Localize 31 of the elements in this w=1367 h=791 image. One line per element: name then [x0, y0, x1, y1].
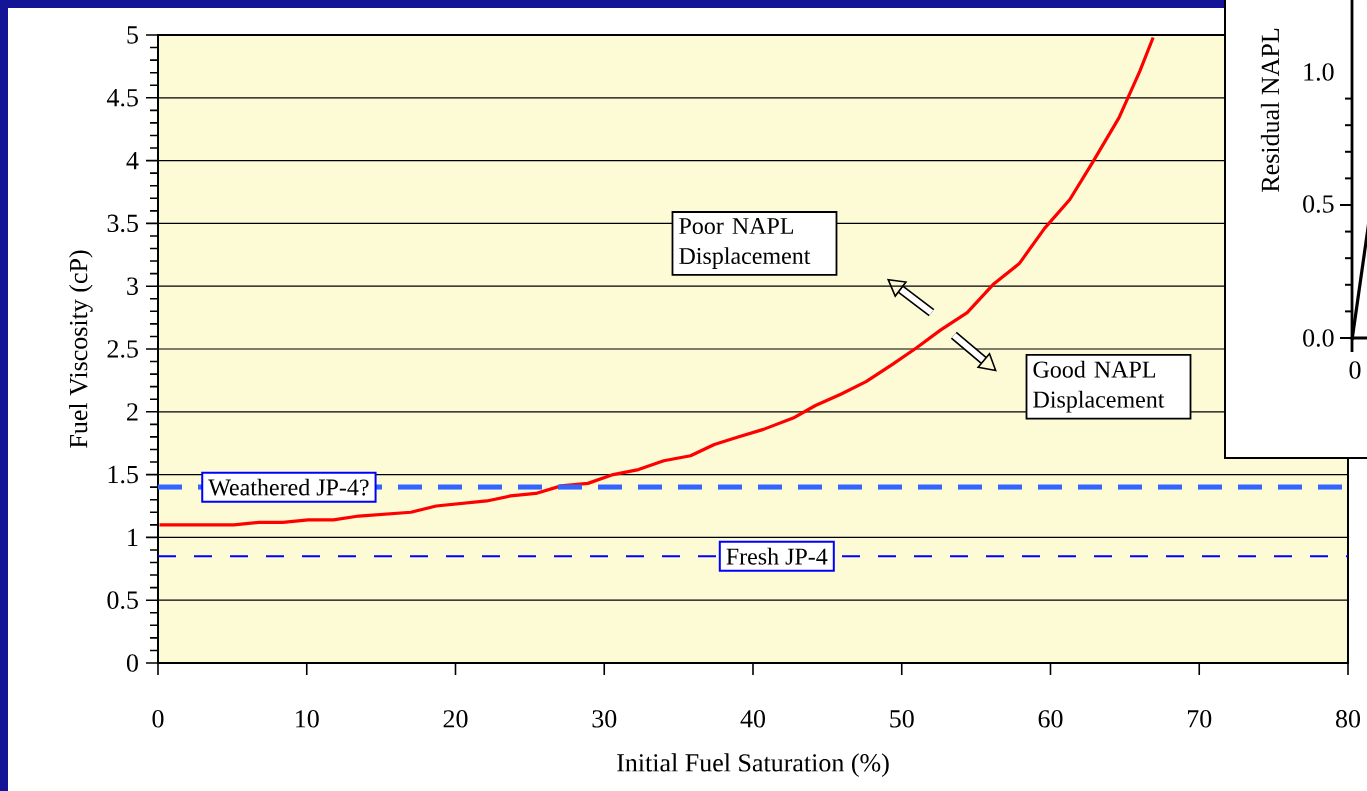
y-tick-label: 1.5 — [108, 465, 138, 484]
y-tick-label: 4 — [126, 152, 139, 170]
annotation: 0.0 — [1303, 329, 1334, 347]
x-tick-label: 0 — [152, 710, 164, 728]
ref-line-label: Fresh JP-4 — [726, 547, 828, 565]
x-tick-label: 50 — [890, 710, 914, 728]
y-tick-label: 2 — [127, 403, 138, 421]
y-tick-label: 3.5 — [107, 214, 138, 233]
y-tick-label: 2.5 — [107, 340, 138, 358]
x-tick-label: 20 — [443, 710, 468, 728]
x-tick-label: 10 — [296, 710, 319, 728]
y-tick-label: 1 — [128, 528, 138, 546]
annotation: Good NAPL Displacement — [1033, 360, 1165, 413]
annotation: Poor NAPL Displacement — [679, 218, 811, 269]
y-tick-label: 3 — [127, 277, 138, 295]
annotation: 1.0 — [1304, 63, 1334, 81]
annotation: Residual NAPL — [1260, 28, 1280, 192]
y-tick-label: 4.5 — [106, 89, 138, 107]
x-tick-label: 70 — [1187, 710, 1212, 728]
x-tick-label: 60 — [1038, 710, 1063, 728]
x-tick-label: 80 — [1336, 710, 1361, 728]
x-tick-label: 30 — [592, 710, 617, 728]
y-axis-title: Fuel Viscosity (cP) — [69, 250, 93, 448]
x-axis-title: Initial Fuel Saturation (%) — [617, 753, 889, 777]
annotation: 0.5 — [1303, 195, 1334, 213]
y-tick-label: 5 — [127, 26, 138, 44]
text: 0 — [1349, 361, 1361, 379]
y-tick-label: 0.5 — [107, 591, 138, 610]
x-tick-label: 40 — [740, 710, 766, 728]
ref-line-label: Weathered JP-4? — [208, 478, 369, 496]
y-tick-label: 0 — [126, 654, 138, 672]
